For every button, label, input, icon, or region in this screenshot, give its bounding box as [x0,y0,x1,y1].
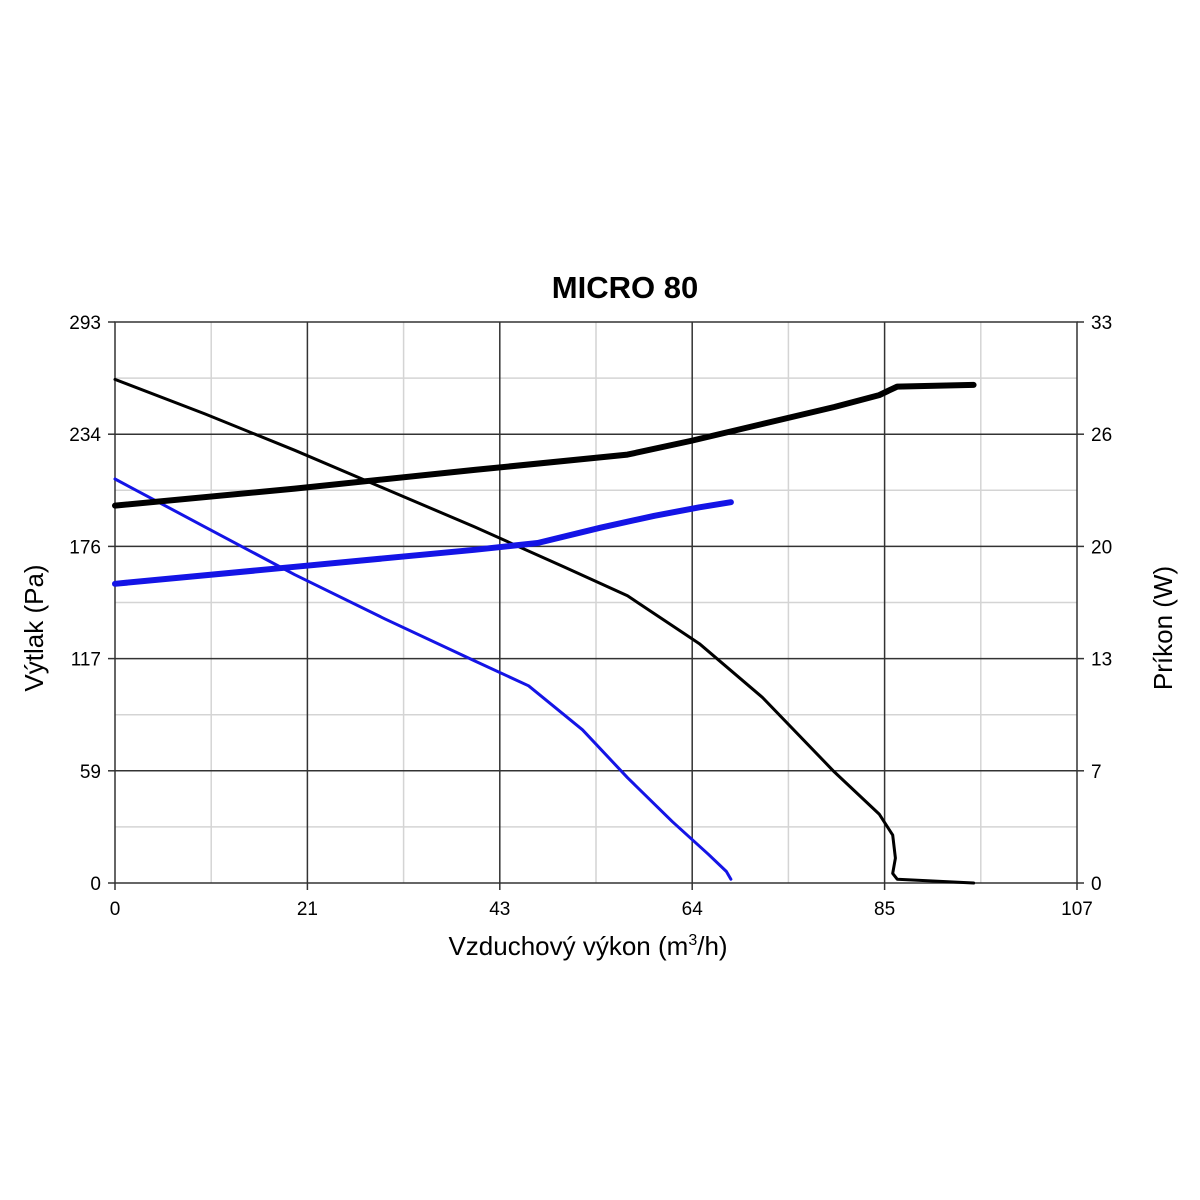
x-tick-label: 21 [297,899,318,920]
x-tick-label: 85 [874,899,895,920]
series-layer [112,377,977,885]
y-tick-label: 293 [69,313,101,334]
major-grid [115,322,1077,883]
pressure-curve-black [113,377,976,885]
y-tick-label: 0 [90,874,101,895]
y2-tick-label: 13 [1091,650,1112,671]
y-axis-title: Výtlak (Pa) [19,564,49,691]
y2-tick-label: 33 [1091,313,1112,334]
y2-tick-label: 20 [1091,537,1112,558]
x-axis-title-main: Vzduchový výkon (m [448,931,688,961]
chart-title: MICRO 80 [552,270,698,305]
tick-labels: 0 21 43 64 85 107 0 59 117 176 234 293 0 7 13 20 26 33 [69,313,1112,920]
x-axis-title: Vzduchový výkon (m3/h) [448,931,727,961]
x-tick-label: 0 [110,899,121,920]
power-curve-black [112,381,977,509]
y-tick-label: 234 [69,425,101,446]
x-axis-title-end: /h) [697,931,727,961]
y2-tick-label: 0 [1091,874,1102,895]
x-tick-label: 64 [682,899,704,920]
power-curve-blue [112,499,734,587]
y2-tick-label: 7 [1091,762,1102,783]
y-tick-label: 117 [71,650,101,671]
y2-axis-title: Príkon (W) [1148,566,1178,690]
y-tick-label: 176 [69,537,101,558]
y2-tick-label: 26 [1091,425,1112,446]
y-tick-label: 59 [80,762,101,783]
plot-frame [114,321,1078,884]
x-tick-label: 43 [489,899,510,920]
minor-grid [115,322,1077,883]
pressure-curve-blue [113,477,733,881]
x-tick-label: 107 [1061,899,1093,920]
x-axis-title-sup: 3 [688,932,697,949]
